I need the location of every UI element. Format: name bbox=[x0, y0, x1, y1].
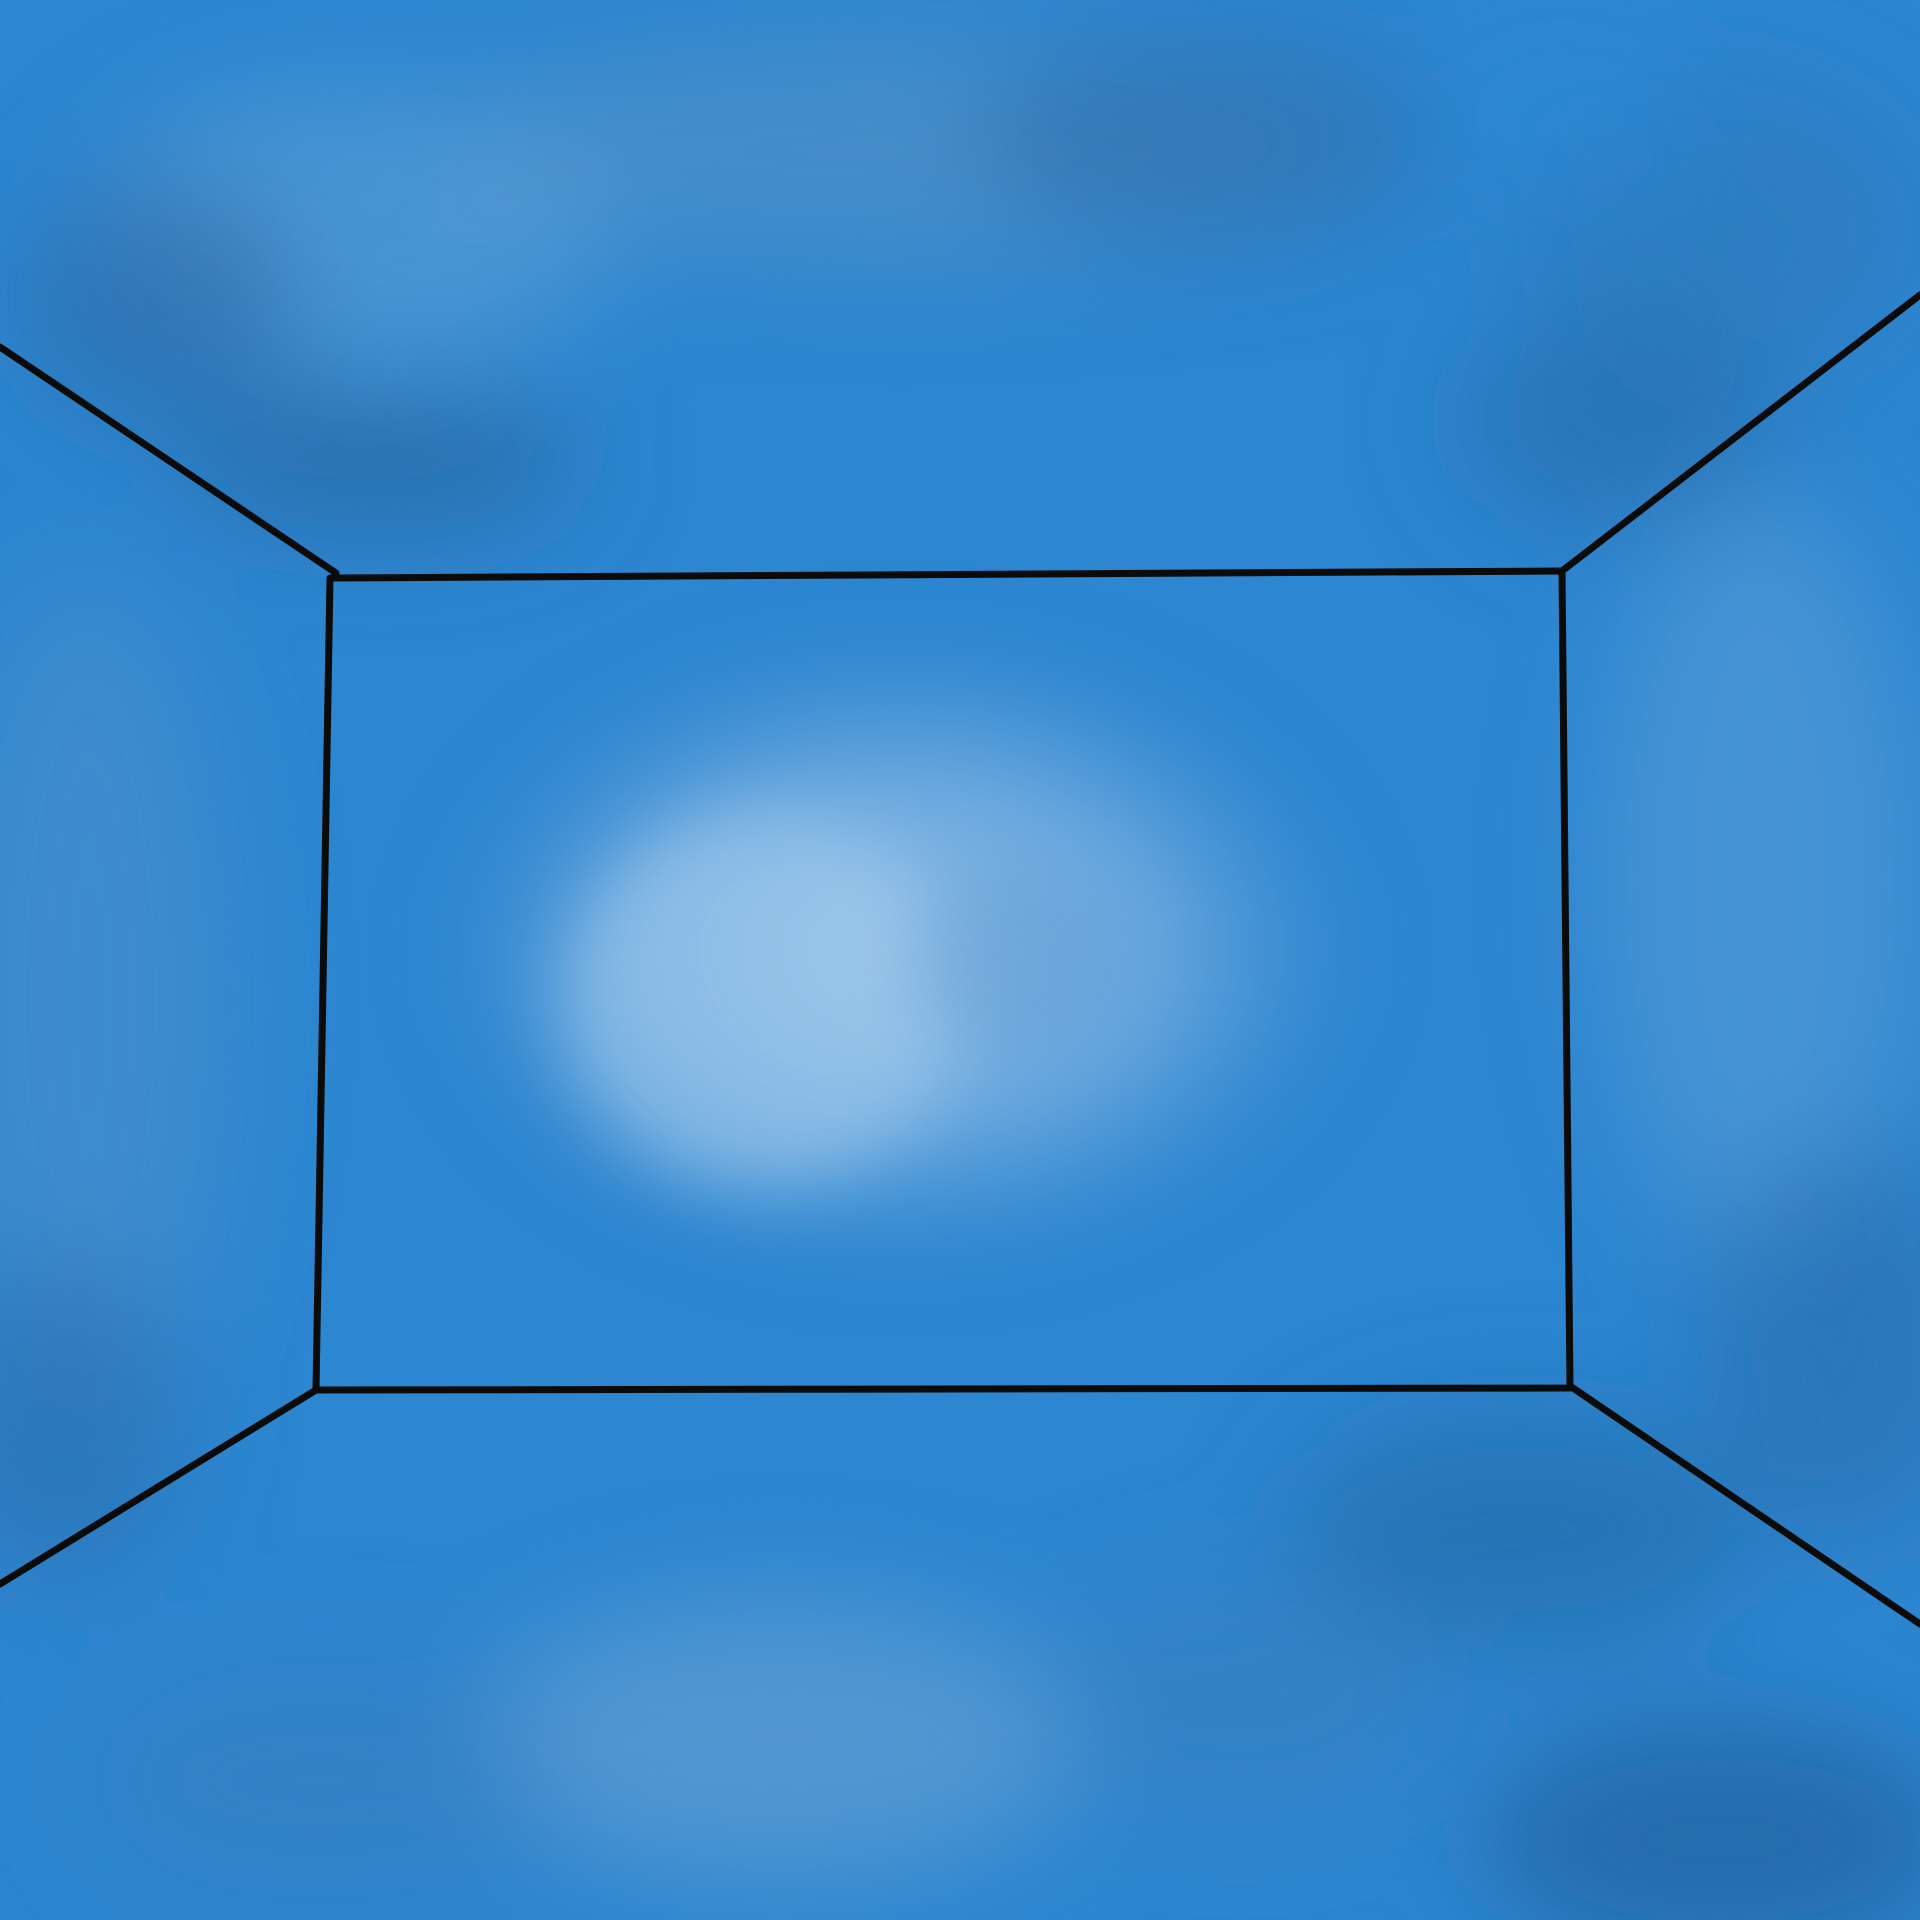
edge-top-right bbox=[1558, 291, 1920, 575]
edge-bottom-left bbox=[0, 1386, 320, 1588]
edge-top-left bbox=[0, 343, 340, 577]
edge-bottom-right bbox=[1566, 1382, 1920, 1628]
cloud-texture bbox=[0, 30, 1920, 1920]
back-wall-glow bbox=[420, 620, 1380, 1280]
room-edges bbox=[0, 291, 1920, 1628]
